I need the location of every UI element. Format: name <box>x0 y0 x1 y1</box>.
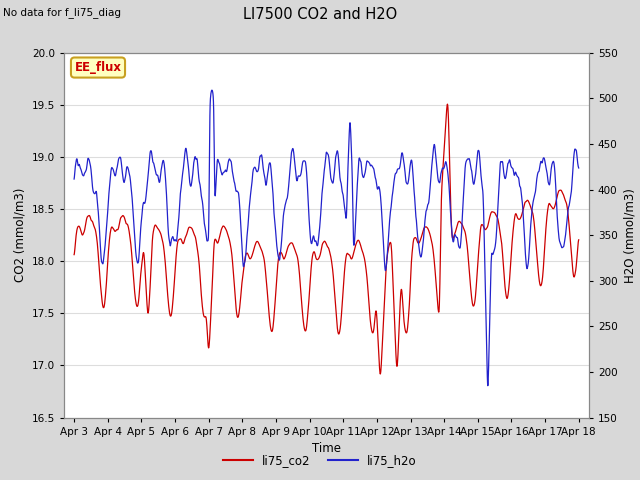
Legend: li75_co2, li75_h2o: li75_co2, li75_h2o <box>218 449 422 472</box>
Y-axis label: H2O (mmol/m3): H2O (mmol/m3) <box>623 188 636 283</box>
Text: No data for f_li75_diag: No data for f_li75_diag <box>3 7 121 18</box>
Y-axis label: CO2 (mmol/m3): CO2 (mmol/m3) <box>13 188 26 282</box>
Text: EE_flux: EE_flux <box>74 61 122 74</box>
Text: LI7500 CO2 and H2O: LI7500 CO2 and H2O <box>243 7 397 22</box>
X-axis label: Time: Time <box>312 442 341 455</box>
